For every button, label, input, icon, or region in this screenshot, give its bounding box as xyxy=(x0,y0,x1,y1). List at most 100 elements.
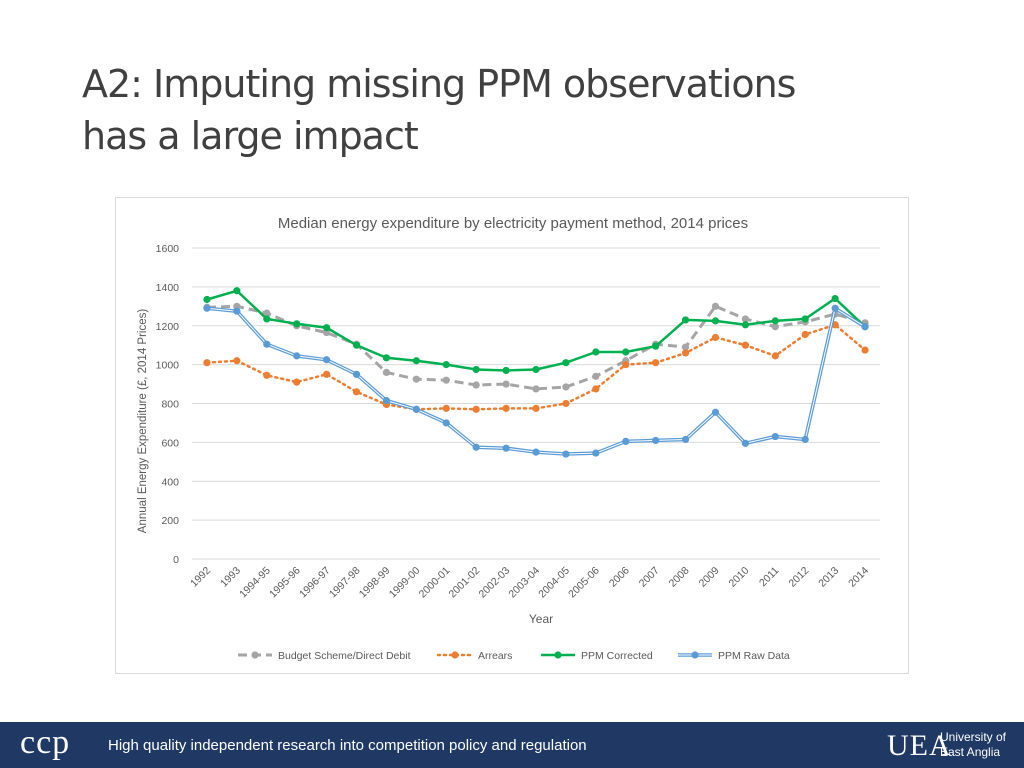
data-point xyxy=(472,381,480,389)
legend-item-ppm-corrected: PPM Corrected xyxy=(541,650,653,662)
legend-item-budget-scheme-direct-debit: Budget Scheme/Direct Debit xyxy=(238,650,411,662)
data-point xyxy=(622,437,630,446)
data-point xyxy=(472,365,480,374)
legend-marker xyxy=(251,651,259,659)
y-tick-label: 800 xyxy=(161,399,179,411)
data-point xyxy=(711,408,720,416)
data-point xyxy=(502,366,510,375)
data-point xyxy=(681,349,690,357)
data-point xyxy=(532,448,540,456)
x-tick-label: 1997-98 xyxy=(327,565,363,601)
data-point xyxy=(652,436,660,445)
legend-label: Arrears xyxy=(478,650,512,662)
data-point xyxy=(532,365,540,374)
data-point xyxy=(442,404,450,412)
data-point xyxy=(681,435,690,444)
chart-frame: Median energy expenditure by electricity… xyxy=(115,197,909,674)
data-point xyxy=(412,375,420,383)
data-point xyxy=(652,342,660,350)
y-tick-labels: 0 200 400 600 800 1000 1200 1400 1600 xyxy=(156,243,180,566)
x-tick-label: 2006 xyxy=(607,565,632,590)
data-point xyxy=(442,361,450,369)
data-point xyxy=(711,333,720,342)
x-tick-label: 2013 xyxy=(816,565,841,590)
data-point xyxy=(592,385,600,393)
data-point xyxy=(562,359,570,367)
data-point xyxy=(801,315,809,323)
y-tick-label: 200 xyxy=(161,515,179,527)
data-point xyxy=(352,388,361,396)
x-tick-labels: 1992 19931994-951995-961996-971997-981998… xyxy=(188,565,871,601)
x-tick-label: 2010 xyxy=(727,565,752,590)
x-tick-label: 2007 xyxy=(637,565,662,590)
data-point xyxy=(681,343,690,351)
legend-marker xyxy=(554,651,562,659)
data-point xyxy=(711,302,720,310)
data-point xyxy=(622,361,630,369)
data-point xyxy=(592,372,600,380)
series-line-inner xyxy=(206,307,866,455)
data-point xyxy=(861,346,869,354)
line-chart: Median energy expenditure by electricity… xyxy=(137,215,880,662)
x-tick-label: 1999-00 xyxy=(387,565,423,601)
x-tick-label: 1998-99 xyxy=(357,565,393,601)
data-point xyxy=(592,449,600,457)
data-point xyxy=(741,321,749,329)
series-ppm-raw-data xyxy=(203,304,869,458)
y-axis-label: Annual Energy Expenditure (£, 2014 Price… xyxy=(137,309,149,534)
data-point xyxy=(323,324,331,332)
data-point xyxy=(532,385,540,393)
data-point xyxy=(741,341,749,349)
legend-label: PPM Corrected xyxy=(581,650,653,662)
data-point xyxy=(771,352,779,360)
data-point xyxy=(472,443,480,451)
y-tick-label: 0 xyxy=(173,554,179,566)
data-point xyxy=(741,439,749,447)
x-tick-label: 2002-03 xyxy=(476,565,512,601)
data-point xyxy=(293,378,301,386)
data-point xyxy=(771,317,779,325)
data-point xyxy=(831,294,839,303)
data-point xyxy=(233,357,241,365)
slide-title-line-1: A2: Imputing missing PPM observations xyxy=(82,62,796,106)
x-tick-label: 2003-04 xyxy=(506,565,542,601)
series-arrears xyxy=(203,321,869,413)
data-point xyxy=(502,404,510,412)
legend: Budget Scheme/Direct Debit Arrears PPM Cor… xyxy=(238,650,790,662)
data-point xyxy=(562,383,570,391)
x-axis-label: Year xyxy=(529,612,553,626)
data-point xyxy=(592,348,600,356)
y-tick-label: 600 xyxy=(161,437,179,449)
x-tick-label: 2014 xyxy=(846,565,871,590)
data-point xyxy=(263,340,271,348)
series-line-outer xyxy=(206,306,866,456)
y-tick-label: 1400 xyxy=(156,282,180,294)
data-point xyxy=(263,309,271,317)
data-point xyxy=(263,315,271,323)
legend-marker xyxy=(451,651,459,659)
x-tick-label: 2011 xyxy=(757,565,782,590)
data-point xyxy=(293,352,301,360)
x-tick-label: 1994-95 xyxy=(237,565,273,601)
data-point xyxy=(562,399,570,408)
data-point xyxy=(801,435,809,444)
data-point xyxy=(352,370,361,378)
y-tick-label: 1600 xyxy=(156,243,180,255)
legend-marker xyxy=(691,651,699,659)
data-point xyxy=(352,341,361,349)
footer-bar: ccp High quality independent research in… xyxy=(0,722,1024,768)
series-budget-scheme-direct-debit xyxy=(203,302,869,393)
data-point xyxy=(502,380,510,388)
data-point xyxy=(532,404,540,412)
x-tick-label: 2000-01 xyxy=(417,565,453,601)
data-point xyxy=(622,348,630,356)
data-point xyxy=(233,287,241,295)
y-tick-label: 1200 xyxy=(156,321,180,333)
uea-name-line-1: University of xyxy=(940,730,1007,744)
legend-label: Budget Scheme/Direct Debit xyxy=(278,650,411,662)
slide-title-line-2: has a large impact xyxy=(82,114,419,158)
y-tick-label: 1000 xyxy=(156,360,180,372)
data-point xyxy=(652,359,660,367)
x-tick-label: 2012 xyxy=(786,565,811,590)
data-point xyxy=(442,419,450,427)
